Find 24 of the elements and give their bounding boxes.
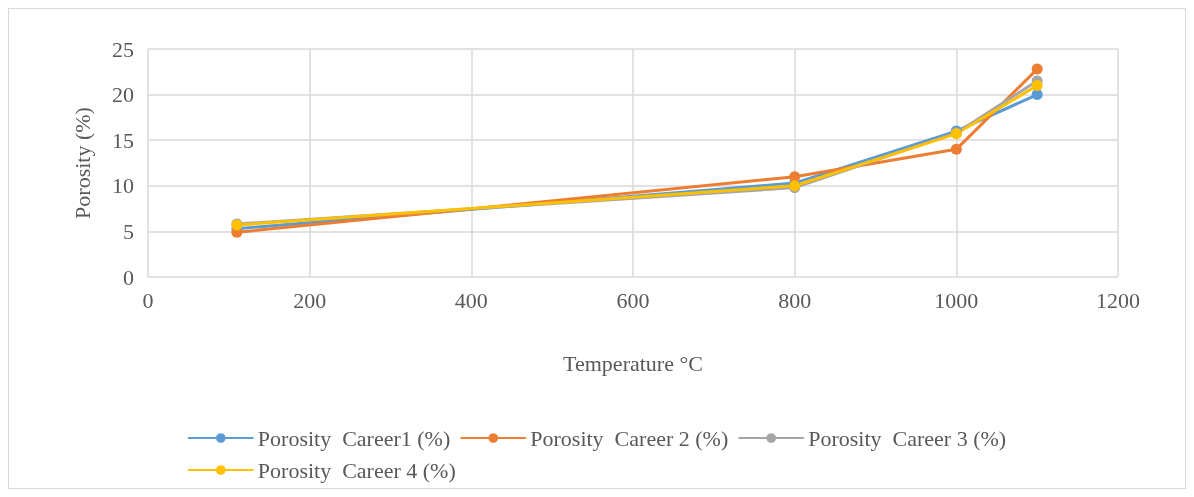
legend-label: Porosity Career1 (%) [257, 425, 451, 451]
point [950, 143, 962, 155]
y-tick-label: 15 [112, 127, 134, 153]
x-tick-label: 1200 [1096, 287, 1140, 313]
x-tick-label: 600 [616, 287, 650, 313]
x-tick-label: 200 [293, 287, 327, 313]
x-tick-label: 0 [142, 287, 154, 313]
x-tick-label: 1000 [934, 287, 979, 313]
y-tick-label: 5 [123, 218, 134, 244]
x-tick-label: 400 [454, 287, 488, 313]
y-tick-label: 20 [112, 82, 134, 108]
y-tick-label: 0 [123, 264, 134, 290]
y-tick-label: 25 [112, 36, 134, 62]
legend-label: Porosity Career 2 (%) [530, 425, 729, 451]
point [789, 171, 801, 183]
x-tick-label: 800 [778, 287, 812, 313]
x-axis-title: Temperature °C [563, 350, 703, 376]
y-tick-label: 10 [112, 173, 134, 199]
point [1031, 79, 1043, 91]
legend-label: Porosity Career 4 (%) [257, 457, 456, 483]
point [1031, 89, 1043, 101]
legend-label: Porosity Career 3 (%) [808, 425, 1007, 451]
point [1031, 63, 1043, 75]
y-axis-title: Porosity (%) [69, 107, 95, 219]
